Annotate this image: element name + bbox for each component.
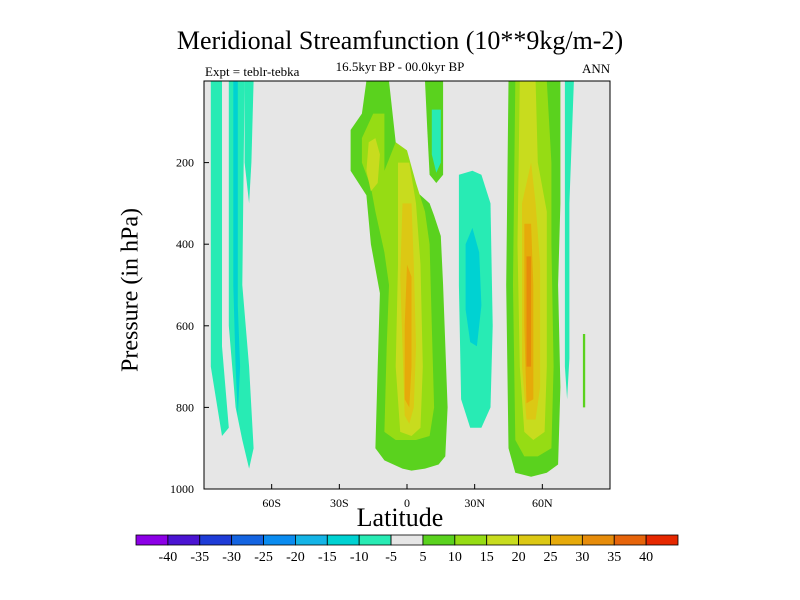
contour-regions <box>210 81 586 477</box>
colorbar-box <box>326 534 360 546</box>
colorbar-label: 40 <box>639 550 653 565</box>
colorbar-box <box>454 534 488 546</box>
colorbar-label: -15 <box>318 550 337 565</box>
colorbar-label: -10 <box>350 550 369 565</box>
colorbar-box <box>135 534 169 546</box>
x-axis-ticks: 60S 30S 0 30N 60N <box>262 484 553 510</box>
colorbar-label: -30 <box>222 550 241 565</box>
colorbar-box <box>263 534 296 546</box>
colorbar-label: 15 <box>480 550 494 565</box>
x-axis-label: Latitude <box>356 503 444 532</box>
colorbar-label: 10 <box>448 550 462 565</box>
colorbar-box <box>167 534 201 546</box>
contour-region-nh-polar-cell-thin <box>582 334 586 408</box>
colorbar-box <box>486 534 519 546</box>
contour-region-tropical-cell-level25 <box>404 264 412 408</box>
y-tick-label: 800 <box>176 400 194 414</box>
contour-region-nh-negative-cell-core <box>465 227 482 347</box>
chart-subtitle: 16.5kyr BP - 00.0kyr BP <box>335 59 465 74</box>
x-tick-label: 60S <box>262 496 281 510</box>
y-tick-label: 600 <box>176 319 194 333</box>
y-tick-label: 1000 <box>170 482 194 496</box>
colorbar-box <box>550 534 583 546</box>
contour-region-nh-polar-cell <box>564 81 574 400</box>
colorbar-label: -20 <box>286 550 305 565</box>
colorbar-label: 30 <box>575 550 589 565</box>
contour-region-sh-polar-cell-a <box>210 81 229 436</box>
x-tick-label: 60N <box>532 496 553 510</box>
contour-region-nh-midlat-cell-level30 <box>526 256 532 367</box>
contour-region-tropical-cell-level15 <box>366 138 380 192</box>
x-tick-label: 30S <box>330 496 349 510</box>
colorbar-label: -5 <box>385 550 397 565</box>
colorbar-label: -25 <box>254 550 273 565</box>
contour-region-sh-polar-cell-c <box>244 81 254 204</box>
colorbar-box <box>613 534 647 546</box>
colorbar-box <box>645 534 679 546</box>
colorbar-box <box>581 534 615 546</box>
contour-region-nh-tropical-cell-top-neg <box>431 109 441 173</box>
experiment-label: Expt = teblr-tebka <box>205 64 300 79</box>
chart-title: Meridional Streamfunction (10**9kg/m-2) <box>176 26 624 55</box>
x-tick-label: 30N <box>464 496 485 510</box>
colorbar: -40 -35 -30 -25 -20 -15 -10 -5 5 10 15 20 25 30 35 40 <box>135 534 679 565</box>
colorbar-box <box>358 534 392 546</box>
colorbar-label: -40 <box>159 550 178 565</box>
contour-region-sh-polar-cell-b-core <box>233 81 241 416</box>
colorbar-box <box>199 534 233 546</box>
y-tick-label: 400 <box>176 237 194 251</box>
y-axis-ticks: 200 400 600 800 1000 <box>170 156 209 496</box>
colorbar-box <box>422 534 456 546</box>
colorbar-label: 5 <box>419 550 426 565</box>
y-tick-label: 200 <box>176 156 194 170</box>
x-tick-label: 0 <box>404 496 410 510</box>
colorbar-box <box>518 534 551 546</box>
colorbar-box <box>295 534 328 546</box>
colorbar-box <box>390 534 424 546</box>
colorbar-label: 20 <box>512 550 526 565</box>
colorbar-label: 25 <box>543 550 557 565</box>
colorbar-box <box>231 534 264 546</box>
colorbar-label: -35 <box>190 550 209 565</box>
colorbar-label: 35 <box>607 550 621 565</box>
season-label: ANN <box>582 61 611 76</box>
